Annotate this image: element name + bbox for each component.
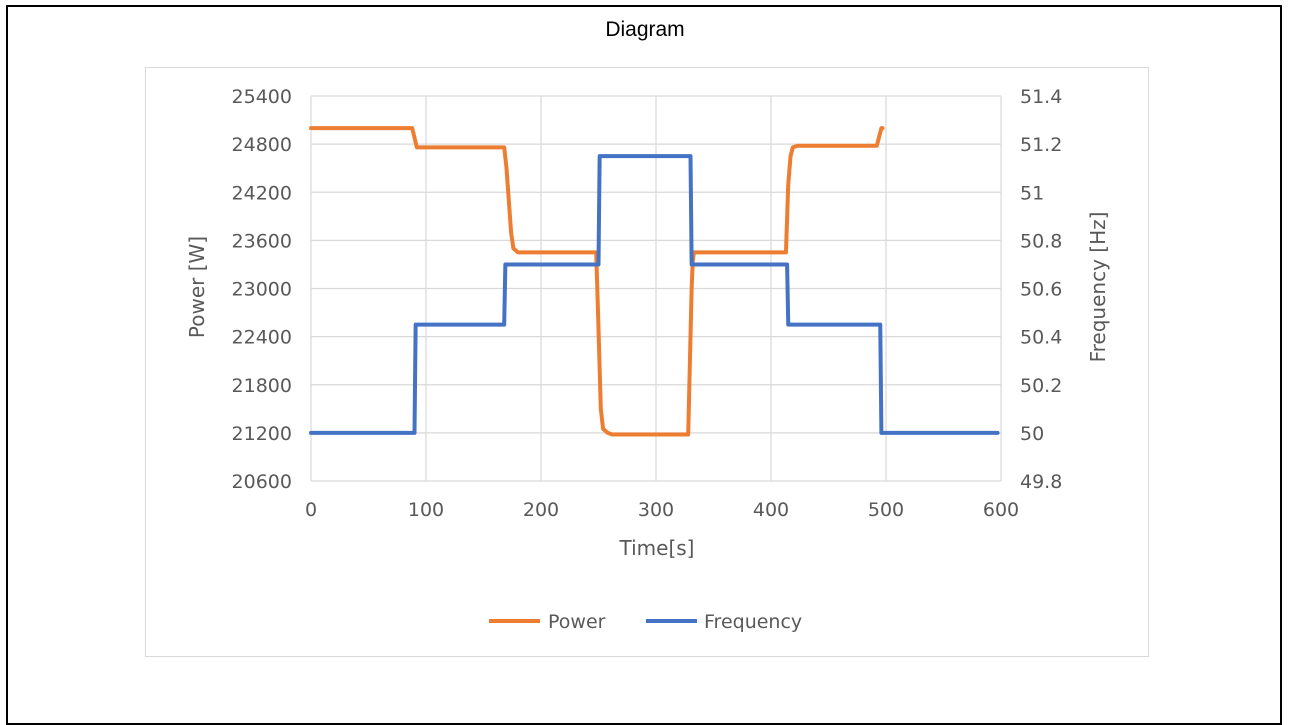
x-tick-label: 200 [523, 499, 559, 521]
y-tick-label: 23600 [232, 230, 292, 252]
y-tick-label: 24800 [232, 134, 292, 156]
y-tick-label: 21200 [232, 423, 292, 445]
page-title: Diagram [605, 18, 685, 41]
x-tick-label: 0 [305, 499, 317, 521]
y-tick-label: 24200 [232, 182, 292, 204]
x-axis-title: Time[s] [619, 536, 695, 560]
gridlines [310, 95, 1002, 482]
y2-tick-label: 51.4 [1020, 86, 1062, 108]
y-tick-label: 21800 [232, 375, 292, 397]
y-tick-label: 22400 [232, 327, 292, 349]
y2-tick-label: 51 [1020, 182, 1044, 204]
legend: Power Frequency [489, 611, 802, 633]
tick-labels: 20600 21200 21800 22400 23000 23600 24200 24800… [232, 86, 1063, 521]
y2-tick-label: 50.2 [1020, 375, 1062, 397]
legend-label-power: Power [548, 611, 606, 633]
chart-container [145, 67, 1149, 657]
x-tick-label: 400 [753, 499, 789, 521]
y2-tick-label: 51.2 [1020, 134, 1062, 156]
y2-axis-title: Frequency [Hz] [1086, 212, 1110, 363]
x-tick-label: 500 [868, 499, 904, 521]
y2-tick-label: 50.8 [1020, 230, 1062, 252]
y2-tick-label: 50.4 [1020, 327, 1062, 349]
y-tick-label: 23000 [232, 279, 292, 301]
series-line-frequency [309, 154, 1000, 435]
y2-tick-label: 50 [1020, 423, 1044, 445]
y2-tick-label: 49.8 [1020, 471, 1062, 493]
x-tick-label: 300 [638, 499, 674, 521]
y-tick-label: 20600 [232, 471, 292, 493]
y2-tick-label: 50.6 [1020, 279, 1062, 301]
series-line-power [309, 126, 885, 437]
page-frame [6, 5, 1282, 725]
y-tick-label: 25400 [232, 86, 292, 108]
x-tick-label: 600 [983, 499, 1019, 521]
legend-label-frequency: Frequency [704, 611, 802, 633]
x-tick-label: 100 [408, 499, 444, 521]
y-axis-title: Power [W] [185, 236, 209, 338]
series-layer [309, 126, 1000, 437]
